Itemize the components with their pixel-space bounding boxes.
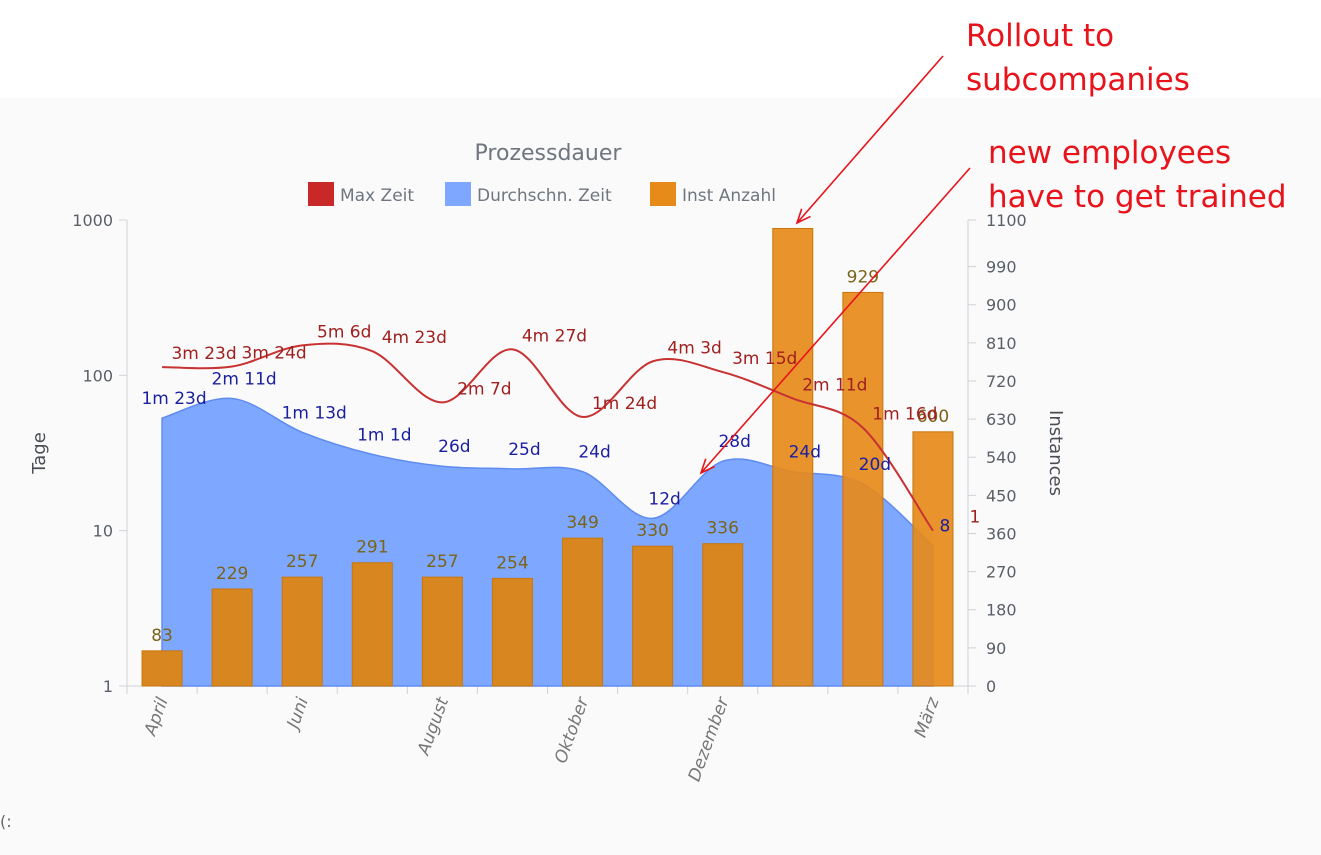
line-data-label: 1m 24d: [592, 394, 657, 414]
line-data-label: 3m 15d: [732, 349, 797, 369]
legend-swatch-2: [445, 182, 471, 206]
y-right-tick-label: 540: [986, 448, 1017, 467]
bar-inst-anzahl: [772, 227, 814, 687]
annotation-arrow-rollout-head: [795, 208, 811, 225]
line-data-label: 2m 7d: [457, 379, 511, 399]
area-data-label: 1m 1d: [357, 425, 411, 445]
area-data-label: 26d: [438, 437, 470, 457]
line-data-label: 2m 11d: [802, 375, 867, 395]
bar-inst-anzahl: [351, 562, 393, 687]
bar-data-label: 929: [847, 267, 879, 287]
annotation-new-employees: new employees have to get trained: [988, 135, 1287, 215]
area-data-label: 2m 11d: [212, 369, 277, 389]
bar-data-label: 257: [426, 552, 458, 572]
x-tick-label-juni: Juni: [282, 695, 313, 734]
area-data-label: 1m 13d: [282, 403, 347, 423]
line-data-label: 1m 16d: [872, 405, 937, 425]
area-data-label: 8: [940, 517, 951, 537]
line-data-label: 4m 23d: [382, 328, 447, 348]
area-data-label: 25d: [508, 440, 540, 460]
y-right-tick-label: 450: [986, 486, 1017, 505]
y-right-tick-label: 180: [986, 601, 1017, 620]
bar-inst-anzahl: [702, 543, 744, 687]
bar-data-label: 291: [356, 538, 388, 558]
x-tick-label-dezember: Dezember: [685, 694, 734, 784]
bar-data-label: 349: [566, 513, 598, 533]
bar-inst-anzahl: [562, 537, 604, 687]
x-tick-label-märz: März: [911, 694, 944, 740]
bar-inst-anzahl: [421, 576, 463, 687]
y-right-tick-label: 900: [986, 296, 1017, 315]
annotation-rollout: Rollout to subcompanies: [966, 18, 1190, 98]
bar-inst-anzahl: [141, 650, 183, 687]
bar-data-label: 257: [286, 552, 318, 572]
y-right-tick-label: 270: [986, 563, 1017, 582]
bar-inst-anzahl: [491, 577, 533, 687]
y-left-tick-label: 10: [93, 522, 113, 541]
x-tick-label-august: August: [414, 694, 454, 759]
area-data-label: 12d: [648, 489, 680, 509]
line-data-label: 4m 27d: [522, 326, 587, 346]
bar-data-label: 336: [706, 519, 738, 539]
series-max-zeit-line: [162, 342, 934, 532]
y-left-axis-label: Tage: [29, 432, 50, 475]
bar-data-label: 229: [216, 564, 248, 584]
area-data-label: 1m 23d: [141, 389, 206, 409]
line-data-label: 3m 23d: [171, 344, 236, 364]
area-data-label: 24d: [578, 443, 610, 463]
legend-label-2: Durchschn. Zeit: [477, 186, 612, 206]
x-tick-label-oktober: Oktober: [551, 694, 594, 766]
y-right-tick-label: 90: [986, 639, 1006, 658]
line-data-label: 1: [970, 508, 981, 528]
bar-inst-anzahl: [842, 291, 884, 687]
annotation-arrow-new-employees-head: [699, 458, 715, 475]
bar-inst-anzahl: [912, 431, 954, 687]
y-left-tick-label: 1000: [72, 211, 113, 230]
series-durchschn-zeit-area: [161, 397, 934, 687]
stray-text: (:: [0, 812, 12, 831]
y-right-axis-label: Instances: [1045, 410, 1066, 496]
y-right-tick-label: 990: [986, 258, 1017, 277]
annotation-arrow-new-employees: [700, 167, 971, 474]
y-right-tick-label: 810: [986, 334, 1017, 353]
y-left-tick-label: 100: [82, 366, 113, 385]
y-right-tick-label: 720: [986, 372, 1017, 391]
legend-swatch-1: [308, 182, 334, 206]
bar-inst-anzahl: [211, 588, 253, 687]
line-data-label: 4m 3d: [667, 338, 721, 358]
bar-inst-anzahl: [632, 545, 674, 687]
legend-label-3: Inst Anzahl: [682, 186, 776, 206]
y-right-tick-label: 0: [986, 677, 996, 696]
bar-data-label: 330: [636, 521, 668, 541]
y-left-tick-label: 1: [103, 677, 113, 696]
bar-data-label: 254: [496, 553, 528, 573]
y-right-tick-label: 360: [986, 524, 1017, 543]
y-right-tick-label: 630: [986, 410, 1017, 429]
line-data-label: 5m 6d: [317, 322, 371, 342]
bar-data-label: 600: [917, 407, 949, 427]
legend-swatch-3: [650, 182, 676, 206]
bar-inst-anzahl: [281, 576, 323, 687]
annotation-arrow-rollout: [796, 55, 944, 224]
line-data-label: 3m 24d: [242, 343, 307, 363]
y-right-tick-label: 1100: [986, 211, 1027, 230]
area-data-label: 28d: [718, 432, 750, 452]
area-data-label: 20d: [859, 455, 891, 475]
chart-title: Prozessdauer: [475, 141, 623, 166]
x-tick-label-april: April: [140, 695, 173, 740]
area-data-label: 24d: [789, 443, 821, 463]
bar-data-label: 83: [151, 626, 173, 646]
legend-label-1: Max Zeit: [340, 186, 414, 206]
